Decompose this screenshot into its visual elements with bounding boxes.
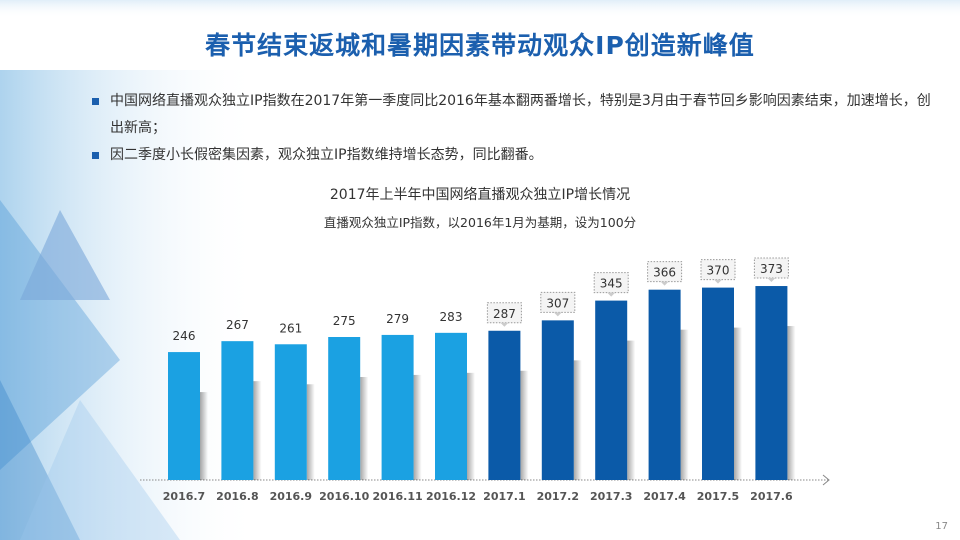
callout-pointer-icon [500, 322, 509, 327]
chart-title: 2017年上半年中国网络直播观众独立IP增长情况 [329, 187, 631, 203]
bullet-square-icon [92, 152, 99, 159]
bar-shadow [360, 377, 369, 480]
data-label-callout [593, 272, 629, 294]
bullet-text: 因二季度小长假密集因素，观众独立IP指数维持增长态势，同比翻番。 [110, 147, 543, 163]
chart-subtitle: 直播观众独立IP指数，以2016年1月为基期，设为100分 [323, 215, 637, 230]
bar [328, 337, 361, 480]
data-label: 345 [600, 277, 623, 291]
data-label: 246 [173, 329, 196, 343]
bar-shadow [787, 326, 796, 480]
x-tick-label: 2017.3 [590, 490, 632, 503]
bar [595, 300, 628, 480]
data-label: 267 [226, 318, 249, 332]
data-label: 373 [760, 262, 783, 276]
bar [381, 334, 414, 480]
bar [435, 332, 467, 480]
callout-pointer-icon [553, 312, 562, 317]
bullet-list: 中国网络直播观众独立IP指数在2017年第一季度同比2016年基本翻两番增长，特… [92, 88, 932, 169]
data-label-callout [540, 291, 576, 313]
bar-shadow [734, 327, 742, 480]
x-tick-label: 2016.12 [426, 490, 476, 503]
data-label: 307 [546, 296, 569, 310]
callout-pointer-icon [767, 278, 776, 283]
bar-shadow [573, 360, 582, 480]
data-label-callout [486, 302, 522, 324]
bar [755, 286, 788, 480]
x-tick-label: 2017.4 [643, 490, 686, 503]
bar-shadow [680, 329, 689, 480]
slide-title: 春节结束返城和暑期因素带动观众IP创造新峰值 [205, 31, 755, 60]
bar-shadow [253, 381, 262, 480]
callout-pointer-icon [607, 292, 616, 297]
data-label-callout [647, 261, 683, 283]
data-label-callout [700, 259, 736, 281]
data-label: 287 [493, 307, 516, 321]
callout-pointer-icon [660, 281, 669, 286]
bar [702, 287, 734, 480]
bar [488, 330, 521, 480]
data-label: 261 [279, 321, 302, 335]
x-tick-label: 2017.5 [697, 490, 739, 503]
x-tick-label: 2016.7 [163, 490, 205, 503]
data-label: 275 [333, 314, 356, 328]
x-tick-label: 2017.2 [537, 490, 579, 503]
data-label: 279 [386, 312, 409, 326]
data-label: 283 [440, 310, 463, 324]
callout-pointer-icon [714, 279, 722, 284]
bullet-text: 中国网络直播观众独立IP指数在2017年第一季度同比2016年基本翻两番增长，特… [110, 93, 931, 136]
x-tick-label: 2017.6 [750, 490, 793, 503]
data-label: 366 [653, 266, 676, 280]
x-tick-label: 2016.9 [270, 490, 312, 503]
x-tick-label: 2016.8 [216, 490, 258, 503]
x-tick-label: 2016.10 [319, 490, 369, 503]
x-tick-label: 2016.11 [373, 490, 423, 503]
bar-shadow [200, 392, 208, 480]
bar [168, 352, 200, 480]
bar [541, 320, 574, 480]
bullet-item: 因二季度小长假密集因素，观众独立IP指数维持增长态势，同比翻番。 [92, 142, 932, 169]
data-label: 370 [707, 264, 730, 278]
page-number: 17 [935, 521, 948, 532]
bar-shadow [306, 384, 315, 480]
bar-shadow [627, 340, 636, 480]
bar [274, 344, 307, 480]
axis-arrow-icon [822, 474, 830, 486]
bullet-item: 中国网络直播观众独立IP指数在2017年第一季度同比2016年基本翻两番增长，特… [92, 88, 932, 142]
data-label-callout [753, 257, 789, 279]
bullet-square-icon [92, 98, 99, 105]
bar-shadow [467, 372, 475, 480]
x-tick-label: 2017.1 [483, 490, 525, 503]
bar-shadow [520, 370, 529, 480]
bar [221, 341, 254, 480]
bar-shadow [413, 374, 422, 480]
bar [648, 289, 681, 480]
